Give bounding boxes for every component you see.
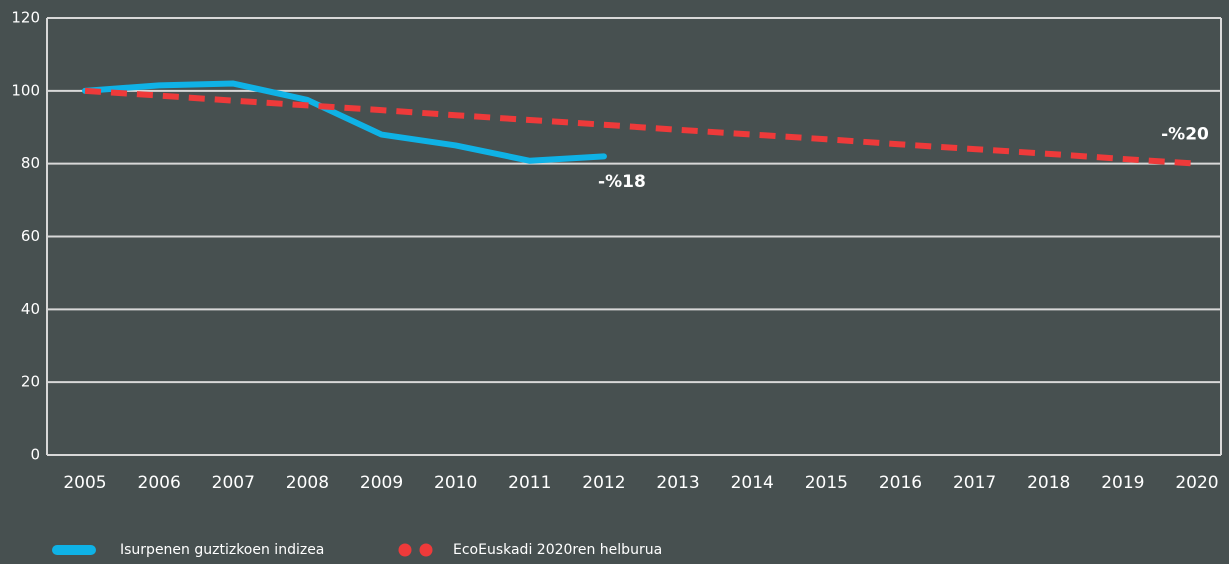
x-tick-label: 2011	[508, 473, 551, 493]
series-line	[84, 87, 1198, 167]
x-tick-label: 2010	[434, 473, 477, 493]
y-tick-label: 20	[21, 373, 40, 391]
y-tick-label: 120	[11, 9, 40, 27]
x-tick-label: 2018	[1027, 473, 1070, 493]
x-tick-label: 2008	[286, 473, 329, 493]
x-tick-label: 2016	[879, 473, 922, 493]
annotation: -%20	[1161, 125, 1209, 145]
x-tick-label: 2014	[731, 473, 774, 493]
legend-label: EcoEuskadi 2020ren helburua	[453, 542, 662, 558]
y-tick-label: 60	[21, 227, 40, 245]
x-tick-label: 2006	[138, 473, 181, 493]
x-tick-label: 2012	[582, 473, 625, 493]
legend-label: Isurpenen guztizkoen indizea	[120, 542, 324, 558]
x-tick-label: 2009	[360, 473, 403, 493]
x-tick-label: 2017	[953, 473, 996, 493]
y-tick-label: 80	[21, 154, 40, 172]
legend-marker	[52, 545, 96, 555]
y-tick-label: 40	[21, 300, 40, 318]
legend-marker	[419, 543, 433, 557]
x-tick-label: 2015	[805, 473, 848, 493]
y-tick-label: 0	[30, 446, 40, 464]
x-tick-label: 2019	[1101, 473, 1144, 493]
x-tick-label: 2005	[63, 473, 106, 493]
series-line	[82, 80, 607, 164]
x-tick-label: 2013	[656, 473, 699, 493]
legend-marker	[398, 543, 412, 557]
y-tick-label: 100	[11, 81, 40, 99]
x-tick-label: 2007	[212, 473, 255, 493]
x-tick-label: 2020	[1175, 473, 1218, 493]
annotation: -%18	[598, 172, 646, 192]
